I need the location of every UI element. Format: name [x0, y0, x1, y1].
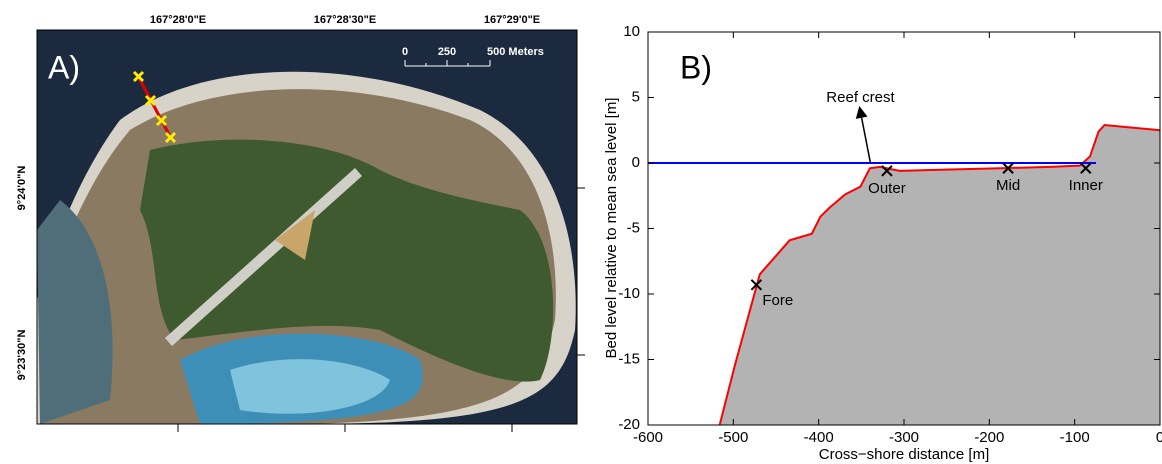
y-tick-label: 0 [632, 154, 640, 171]
site-marker [881, 165, 893, 177]
site-label: Mid [996, 177, 1020, 194]
scale-bar [404, 60, 491, 67]
x-axis-label: Cross−shore distance [m] [819, 446, 990, 463]
annotation-arrow [855, 106, 872, 164]
map-ticks [177, 187, 585, 432]
lat-label: 9°23'30"N [16, 330, 28, 381]
y-tick-label: -5 [627, 219, 640, 236]
satellite-image [37, 30, 577, 424]
panel-label: B) [680, 49, 712, 85]
x-tick-label: -200 [974, 429, 1004, 446]
panel-label: A) [48, 49, 80, 85]
lon-label: 167°29'0"E [484, 14, 540, 26]
profile-chart: -600 -500 -400 -300 -200 -100 0 -20 -15 -10 -5 0 5 10… [618, 23, 1162, 446]
scale-label: 0 [402, 46, 408, 58]
lat-label: 9°24'0"N [16, 166, 28, 211]
annotation: Reef crest [826, 89, 895, 106]
y-tick-label: -15 [618, 350, 640, 367]
lon-label: 167°28'30"E [314, 14, 376, 26]
site-marker [1080, 162, 1092, 174]
x-tick-label: -600 [633, 429, 663, 446]
x-tick-label: -400 [804, 429, 834, 446]
bed-line [718, 123, 1161, 426]
map-frame [36, 29, 578, 425]
x-tick-label: 0 [1156, 429, 1162, 446]
lon-label: 167°28'0"E [150, 14, 206, 26]
y-tick-label: 5 [632, 88, 640, 105]
y-tick-label: 10 [623, 23, 640, 40]
site-label: Outer [868, 180, 906, 197]
scale-label: 500 Meters [487, 46, 544, 58]
scale-label: 250 [438, 46, 456, 58]
site-marker [1002, 162, 1014, 174]
site-label: Inner [1069, 177, 1103, 194]
site-marker [750, 279, 763, 291]
site-label: Fore [762, 292, 793, 309]
x-tick-label: -500 [718, 429, 748, 446]
y-axis-label: Bed level relative to mean sea level [m] [603, 98, 620, 359]
x-tick-label: -100 [1060, 429, 1090, 446]
bed-area [719, 125, 1160, 425]
y-tick-label: -20 [618, 416, 640, 433]
x-tick-label: -300 [889, 429, 919, 446]
y-tick-label: -10 [618, 285, 640, 302]
